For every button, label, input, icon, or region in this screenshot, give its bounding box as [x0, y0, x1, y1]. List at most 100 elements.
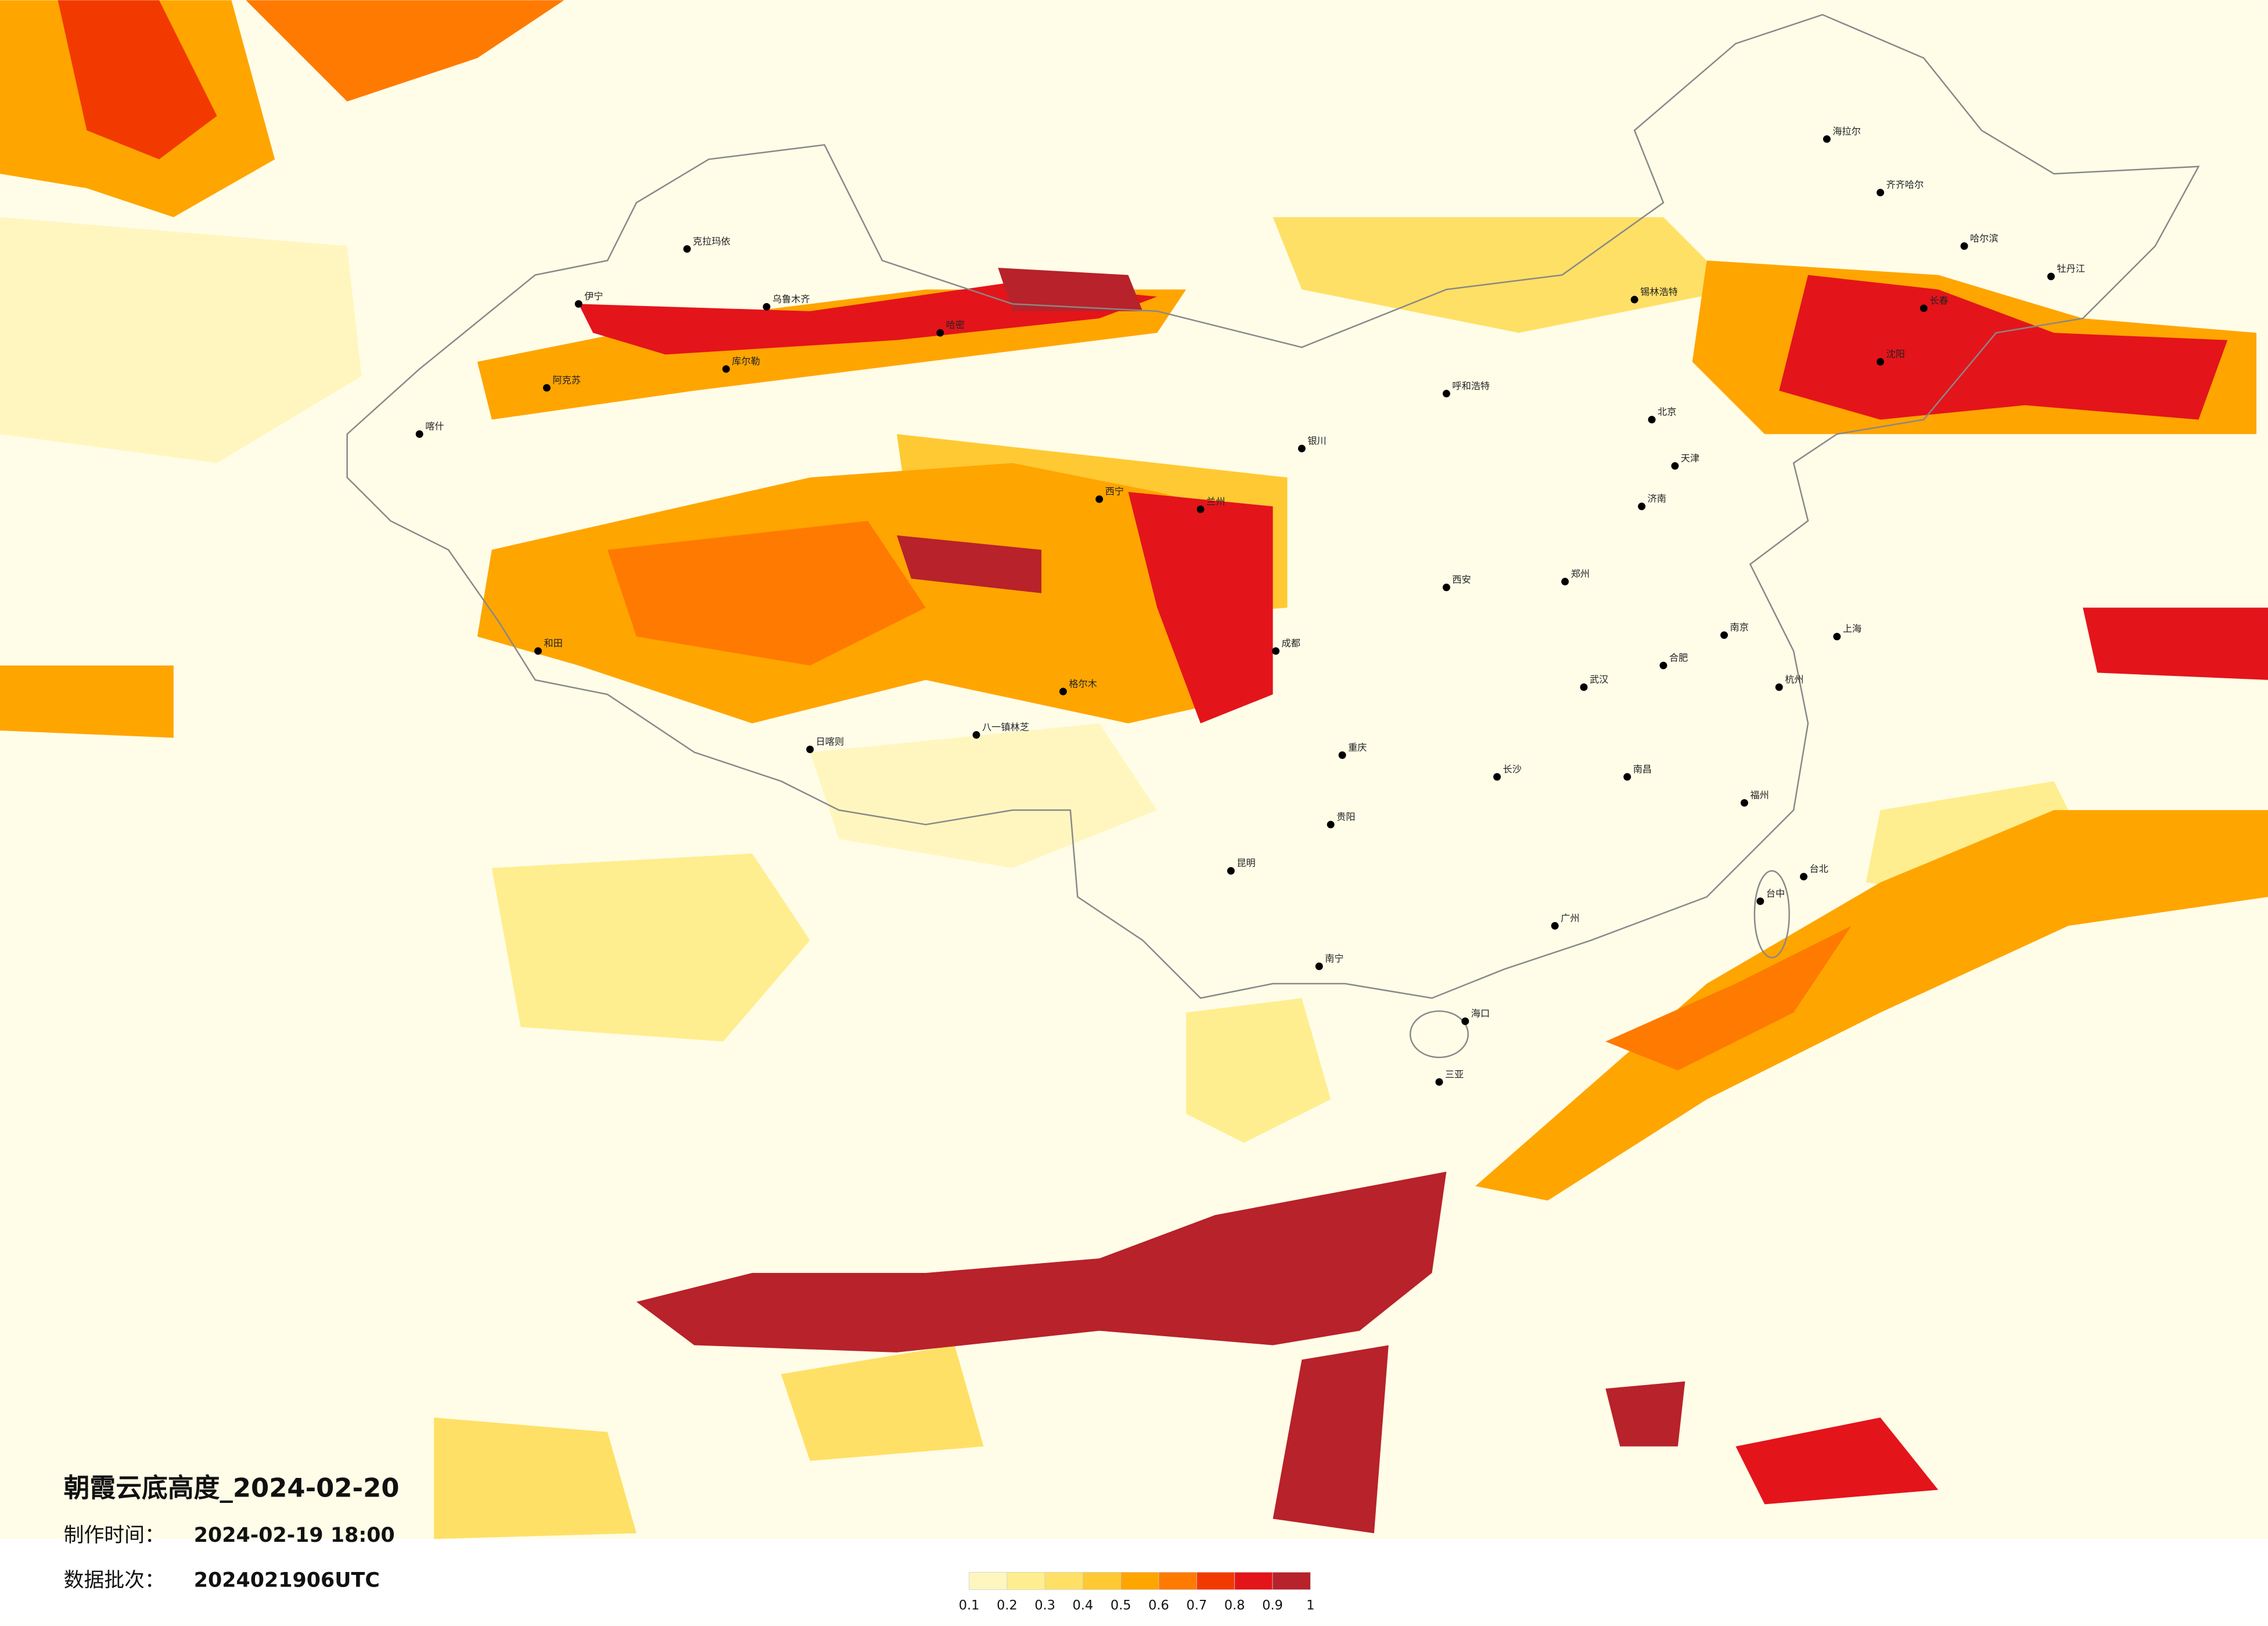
legend-tick-label: 0.2	[997, 1598, 1018, 1613]
title: 朝霞云底高度_2024-02-20	[64, 1473, 400, 1503]
city-label: 台中	[1766, 888, 1785, 899]
legend-tick-label: 0.5	[1110, 1598, 1131, 1613]
city-dot	[1059, 688, 1067, 696]
city-dot	[1461, 1017, 1469, 1026]
city-label: 杭州	[1785, 674, 1803, 685]
city-label: 格尔木	[1069, 678, 1097, 689]
city-label: 北京	[1658, 406, 1676, 418]
city-label: 三亚	[1445, 1069, 1464, 1080]
city-dot	[1227, 867, 1235, 875]
city-label: 克拉玛依	[693, 236, 731, 247]
city-label: 台北	[1810, 864, 1828, 875]
city-label: 伊宁	[584, 290, 603, 301]
city-label: 长沙	[1503, 764, 1522, 775]
city-label: 兰州	[1206, 496, 1225, 507]
city-dot	[806, 745, 814, 753]
city-dot	[1493, 773, 1501, 781]
island-border	[1409, 1010, 1469, 1059]
city-dot	[542, 384, 551, 392]
cloud-region	[57, 0, 217, 160]
city-label: 福州	[1750, 790, 1769, 801]
legend-swatch	[1272, 1572, 1311, 1590]
city-dot	[2047, 272, 2055, 280]
cloud-region	[434, 1418, 637, 1539]
city-label: 和田	[544, 638, 562, 649]
city-dot	[534, 647, 542, 655]
city-dot	[1648, 416, 1656, 424]
city-dot	[1960, 242, 1968, 250]
cloud-region	[607, 520, 926, 665]
legend: 0.1 0.2 0.3 0.4 0.5 0.6 0.7 0.8 0.9 1	[959, 1572, 1314, 1613]
city-label: 南昌	[1633, 764, 1652, 775]
cloud-region	[0, 217, 362, 463]
cloud-region	[636, 1171, 1447, 1352]
legend-swatch	[1196, 1572, 1235, 1590]
cloud-region	[1605, 1381, 1685, 1447]
city-dot	[1442, 390, 1450, 398]
city-dot	[1561, 578, 1569, 586]
legend-tick-label: 0.8	[1224, 1598, 1245, 1613]
city-dot	[1659, 661, 1667, 670]
legend-tick-label: 1	[1306, 1598, 1314, 1613]
city-dot	[972, 731, 980, 739]
city-label: 喀什	[425, 421, 444, 432]
city-dot	[722, 365, 730, 373]
city-dot	[1435, 1078, 1443, 1086]
city-label: 武汉	[1590, 674, 1608, 685]
city-dot	[1338, 751, 1346, 759]
legend-swatch	[1158, 1572, 1197, 1590]
city-label: 齐齐哈尔	[1886, 179, 1924, 190]
city-dot	[1775, 683, 1783, 691]
city-label: 成都	[1282, 638, 1300, 649]
legend-swatch	[1044, 1572, 1083, 1590]
city-label: 昆明	[1237, 858, 1255, 869]
city-label: 呼和浩特	[1452, 380, 1490, 391]
cloud-region	[1475, 810, 2268, 1201]
city-dot	[1720, 631, 1728, 639]
city-dot	[1671, 462, 1679, 470]
city-label: 海口	[1471, 1008, 1490, 1019]
city-dot	[415, 430, 423, 438]
city-dot	[1442, 584, 1450, 591]
cloud-region	[1779, 275, 2228, 420]
legend-tick-label: 0.4	[1073, 1598, 1094, 1613]
city-dot	[1823, 135, 1831, 143]
city-label: 锡林浩特	[1640, 286, 1678, 297]
city-label: 天津	[1681, 452, 1699, 463]
city-dot	[1272, 647, 1280, 655]
cloud-region	[0, 665, 174, 738]
city-dot	[763, 303, 771, 311]
city-dot	[1580, 683, 1588, 691]
cloud-region	[491, 853, 810, 1042]
city-dot	[1740, 799, 1748, 807]
legend-tick-label: 0.3	[1034, 1598, 1055, 1613]
legend-swatch	[1120, 1572, 1159, 1590]
city-dot	[1756, 897, 1764, 905]
city-label: 哈尔滨	[1970, 233, 1999, 244]
cloud-region	[246, 0, 565, 102]
city-label: 合肥	[1669, 652, 1688, 663]
city-dot	[1551, 922, 1559, 930]
produced-value: 2024-02-19 18:00	[194, 1524, 395, 1547]
city-dot	[574, 300, 583, 308]
cloud-region	[1186, 998, 1331, 1143]
cloud-region	[1605, 926, 1852, 1071]
legend-tick-label: 0.6	[1148, 1598, 1169, 1613]
legend-tick-label: 0.9	[1262, 1598, 1283, 1613]
island-border	[1753, 870, 1790, 959]
cloud-region	[1273, 1345, 1389, 1534]
city-label: 库尔勒	[732, 355, 760, 366]
city-label: 牡丹江	[2057, 263, 2085, 274]
legend-swatch	[1007, 1572, 1045, 1590]
city-label: 阿克苏	[552, 375, 581, 386]
city-label: 上海	[1843, 623, 1861, 634]
city-dot	[1833, 632, 1841, 641]
city-dot	[1630, 296, 1638, 304]
cloud-region	[998, 268, 1143, 311]
city-label: 贵阳	[1336, 811, 1355, 822]
city-dot	[1877, 189, 1885, 197]
city-dot	[1638, 502, 1646, 510]
